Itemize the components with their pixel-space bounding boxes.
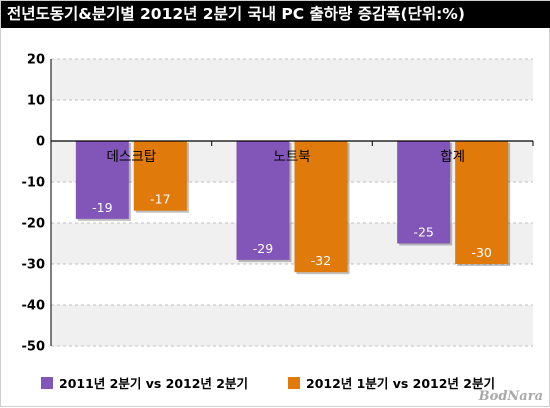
data-label: -17: [150, 192, 170, 207]
y-tick-label: -40: [22, 299, 46, 314]
y-tick-label: -20: [22, 217, 46, 232]
y-tick-label: 20: [27, 53, 45, 68]
bar-2-1: [133, 141, 187, 211]
legend-label-series-1: 2011년 2분기 vs 2012년 2분기: [59, 376, 248, 391]
legend-item-series-1: 2011년 2분기 vs 2012년 2분기: [41, 373, 248, 392]
grid-band: [51, 59, 533, 100]
bar-2-3: [455, 141, 509, 264]
chart-title: 전년도동기&분기별 2012년 2분기 국내 PC 출하량 증감폭(단위:%): [1, 1, 550, 28]
bar-1-2: [236, 141, 290, 260]
data-label: -30: [471, 245, 491, 260]
legend-swatch-series-2: [288, 376, 300, 389]
legend: 2011년 2분기 vs 2012년 2분기 2012년 1분기 vs 2012…: [1, 369, 550, 393]
y-tick-label: 0: [36, 135, 45, 150]
bar-2-2: [294, 141, 348, 273]
data-label: -25: [413, 225, 433, 240]
legend-item-series-2: 2012년 1분기 vs 2012년 2분기: [288, 373, 495, 392]
legend-label-series-2: 2012년 1분기 vs 2012년 2분기: [306, 376, 495, 391]
legend-swatch-series-1: [41, 376, 53, 389]
data-label: -32: [311, 253, 331, 268]
bar-1-3: [397, 141, 451, 244]
grid-band: [51, 305, 533, 346]
y-tick-label: -30: [22, 258, 46, 273]
grid-band: [51, 141, 533, 182]
watermark-logo: BodNara: [478, 389, 543, 404]
y-tick-label: 10: [27, 94, 45, 109]
y-tick-label: -10: [22, 176, 46, 191]
y-tick-label: -50: [22, 340, 46, 355]
category-label: 합계: [440, 149, 465, 165]
data-label: -29: [253, 241, 273, 256]
grid-band: [51, 223, 533, 264]
bar-1-1: [75, 141, 129, 219]
data-label: -19: [92, 200, 112, 215]
category-label: 데스크탑: [106, 149, 156, 165]
category-label: 노트북: [273, 149, 310, 165]
